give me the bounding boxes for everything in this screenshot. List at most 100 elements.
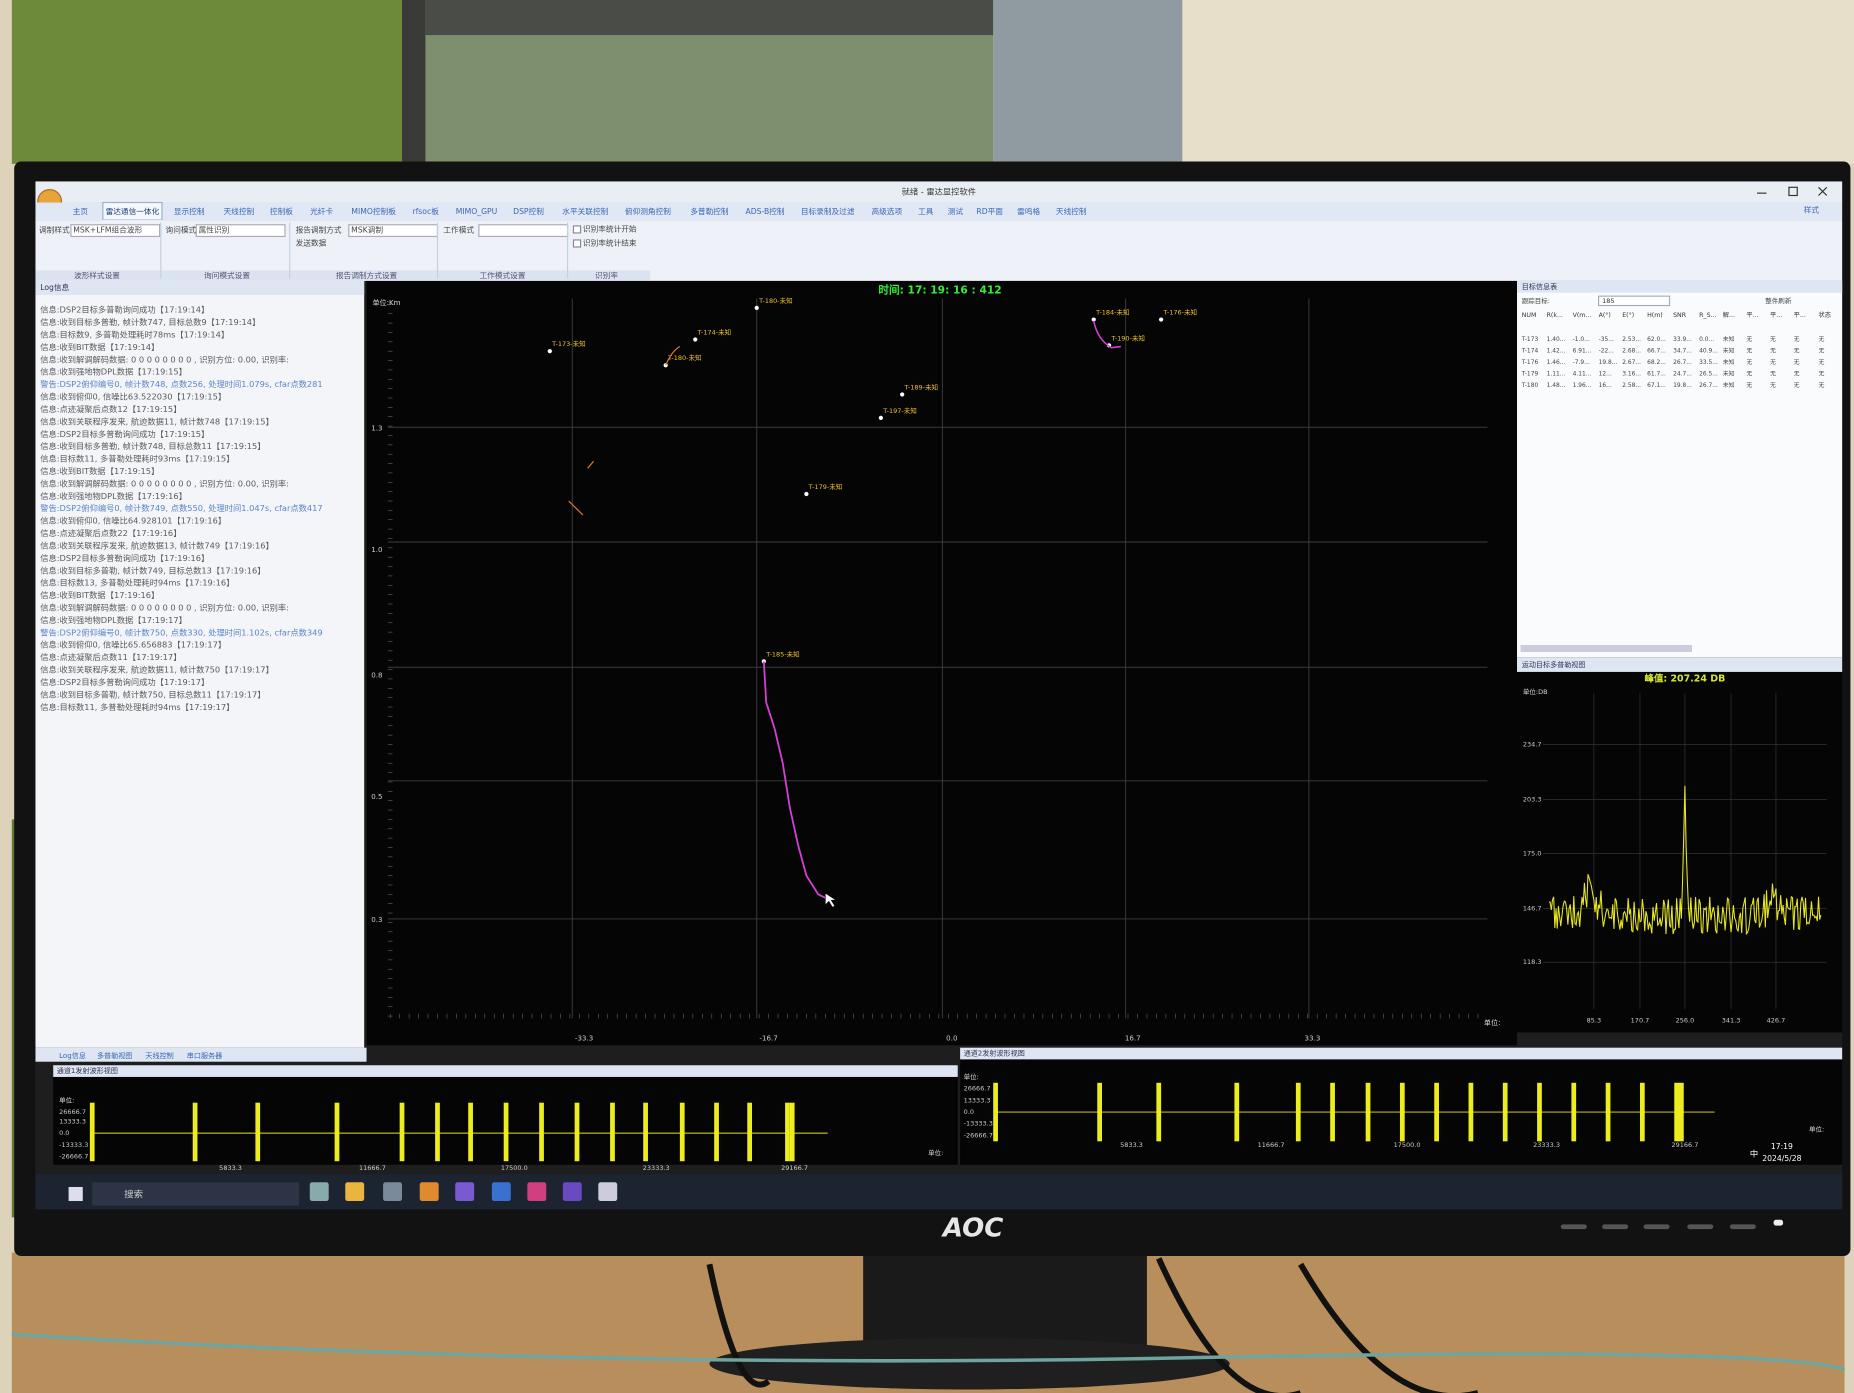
ribbon-tab[interactable]: 雷达通信一体化 [106,206,160,216]
y-tick-label: 0.5 [371,792,382,801]
taskbar-icon[interactable] [345,1182,365,1202]
panel-tab[interactable]: 天线控制 [145,1051,173,1060]
monitor-button [1602,1224,1629,1230]
table-cell: 无 [1770,336,1776,343]
ribbon-tab[interactable]: DSP控制 [513,206,544,216]
track-history [762,661,829,900]
search-text: 搜索 [124,1189,143,1201]
column-header: 平... [1746,312,1758,319]
x-tick-label: 85.3 [1587,1017,1601,1025]
axis-unit: 单位:Km [372,298,400,307]
ribbon-group-label: 报告调制方式设置 [336,270,398,280]
log-line: 信息:收到关联程序发来, 航迹数据13, 帧计数749【17:19:16】 [40,540,274,550]
spectrum-header [1517,657,1843,672]
log-line: 信息:收到俯仰0, 信噪比63.522030【17:19:15】 [40,392,226,402]
wall-right [1182,0,1854,164]
x-tick-label: -33.3 [575,1033,593,1042]
ribbon-tab[interactable]: 水平关联控制 [562,206,608,216]
taskbar-icon[interactable] [419,1182,439,1202]
table-cell: 无 [1794,370,1800,377]
close-icon [1818,186,1828,196]
axis-unit: 单位: [964,1072,979,1081]
ribbon-tab[interactable]: 目标录制及过滤 [801,206,855,216]
x-tick-label: 341.3 [1722,1017,1741,1025]
monitor-button [1560,1224,1587,1230]
panel-title: 通道1发射波形视图 [57,1066,118,1075]
column-header: SNR [1673,312,1687,319]
log-header [35,280,365,295]
waveform-header [53,1065,958,1077]
table-cell: 无 [1770,347,1776,354]
taskbar-icon[interactable] [309,1182,329,1202]
ribbon-tab[interactable]: 主页 [73,206,89,216]
ribbon-tab[interactable]: 工具 [918,207,934,216]
window-control[interactable] [1779,183,1804,199]
ribbon-tab[interactable]: 测试 [948,206,964,216]
table-cell: 33.9... [1673,337,1692,343]
column-header: A(°) [1599,311,1611,319]
ribbon-tab[interactable]: rfsoc板 [412,206,439,216]
waveform-pulse [89,1102,95,1162]
ribbon-tab[interactable]: MIMO_GPU [456,207,498,216]
cable [11,1332,1846,1372]
log-line: 信息:收到俯仰0, 信噪比64.928101【17:19:16】 [40,516,226,526]
table-cell: -7.9... [1573,360,1590,366]
ribbon-tab[interactable]: 显示控制 [174,206,205,216]
x-tick-label: 426.7 [1767,1017,1786,1025]
log-line: 信息:目标数9, 多普勒处理耗时78ms【17:19:14】 [40,330,229,340]
table-cell: 无 [1746,347,1752,354]
tab-row [35,202,1843,221]
waveform-pulse [468,1102,473,1162]
ime-indicator: 中 [1750,1149,1758,1159]
ribbon-tab[interactable]: RD平面 [976,207,1003,216]
x-tick-label: 17500.0 [1394,1141,1421,1149]
cable [706,1263,771,1388]
table-cell: 无 [1819,382,1825,389]
track-label: T-179-未知 [808,482,842,491]
ribbon-tab[interactable]: 多普勒控制 [690,206,729,216]
taskbar-icon[interactable] [383,1182,403,1202]
x-tick-label: 23333.3 [1533,1141,1560,1149]
track-point [878,415,884,421]
ribbon-field: 询问模式 [166,225,197,235]
y-tick-label: 26666.7 [964,1085,991,1093]
x-tick-label: 256.0 [1676,1017,1695,1025]
start-button [68,1186,83,1202]
table-cell: 1.48... [1547,383,1566,389]
window-control[interactable] [1809,183,1833,199]
x-tick-label: 23333.3 [643,1164,670,1172]
panel-tab[interactable]: Log信息 [59,1051,86,1060]
taskbar-icon[interactable] [491,1182,511,1202]
ribbon-tab[interactable]: 雷鸣格 [1017,206,1040,216]
ribbon-tab[interactable]: 高级选项 [871,206,902,216]
log-line: 信息:收到强地物DPL数据【17:19:17】 [40,615,187,625]
taskbar-icon[interactable] [455,1182,475,1202]
ribbon-tab[interactable]: MIMO控制板 [351,206,396,216]
ribbon-tab[interactable]: 光纤卡 [310,206,333,216]
panel-tab[interactable]: 多普勒视图 [97,1051,132,1060]
ribbon-tab[interactable]: ADS-B控制 [745,206,784,216]
ribbon-tab[interactable]: 天线控制 [1056,206,1087,216]
log-line: 信息:目标数13, 多普勒处理耗时94ms【17:19:16】 [40,578,234,588]
taskbar-icon[interactable] [562,1182,582,1202]
ribbon-tab[interactable]: 俯仰测角控制 [625,206,671,216]
button[interactable]: 整件刷新 [1765,296,1792,305]
checkbox [572,239,582,248]
table-cell: 无 [1746,382,1752,389]
waveform-pulse [574,1102,580,1162]
waveform-pulse [1365,1082,1371,1142]
column-header: V(m... [1573,312,1592,319]
table-cell: 66.7... [1647,348,1666,354]
log-line: 信息:DSP2目标多普勒询问成功【17:19:16】 [40,553,209,563]
waveform-pulse [399,1102,405,1162]
taskbar-icon[interactable] [598,1182,618,1202]
ribbon-tab[interactable]: 控制板 [270,206,293,216]
ribbon-tab[interactable]: 天线控制 [224,206,255,216]
window-control[interactable] [1749,183,1774,199]
panel-tab[interactable]: 串口服务器 [187,1051,222,1060]
taskbar-icon[interactable] [527,1182,547,1202]
ribbon-field: 工作模式 [443,225,474,235]
table-cell: T-174 [1521,348,1539,354]
axis-unit: 单位: [1484,1018,1501,1027]
y-tick-label: 1.0 [371,545,383,554]
